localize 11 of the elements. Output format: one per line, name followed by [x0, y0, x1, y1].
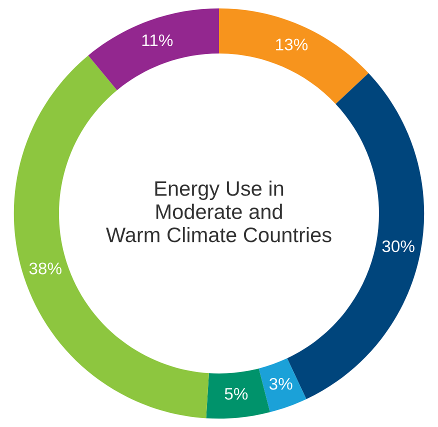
donut-slice [219, 8, 369, 104]
data-label: 11% [142, 34, 173, 46]
text: Energy Use in Moderate and Warm Climate Countries [106, 180, 332, 242]
data-label: 38% [29, 262, 62, 274]
data-label: 30% [382, 240, 414, 252]
donut-slice [206, 368, 270, 419]
data-label: 5% [224, 388, 248, 400]
data-label: 3% [269, 378, 292, 390]
data-label: 13% [276, 38, 308, 50]
donut-slice [258, 358, 306, 412]
donut-slice [88, 8, 219, 90]
